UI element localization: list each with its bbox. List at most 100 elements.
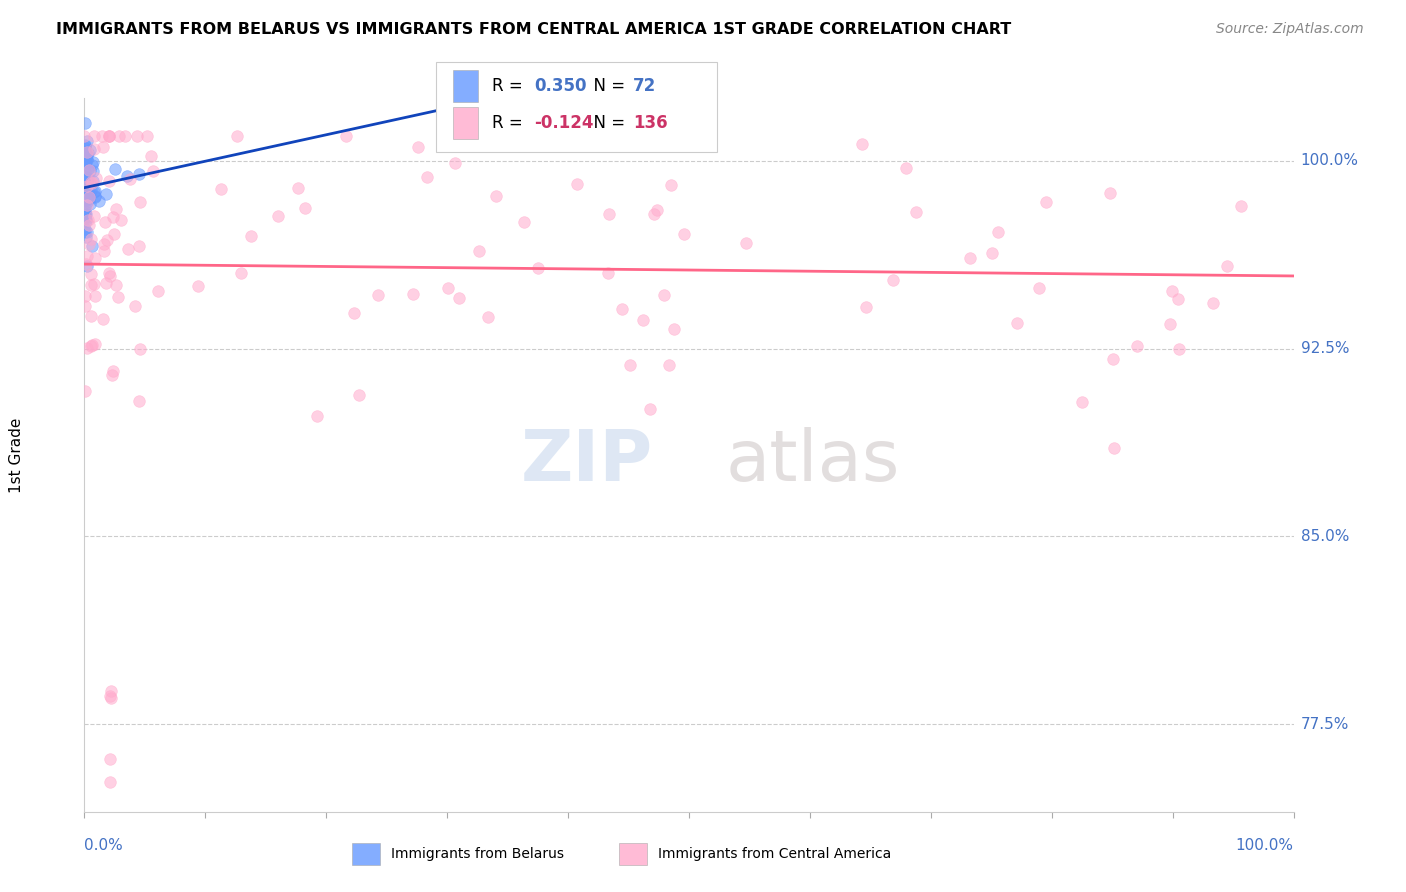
Point [73,222,96,236]
Point [512,215,534,229]
Text: 72: 72 [633,77,657,95]
Point [343,306,366,320]
Point [80,183,103,197]
Point [80,175,103,189]
Point [447,292,470,306]
Point [76,171,98,186]
Point [76,179,98,194]
Point [80,239,103,253]
Point [73,137,96,152]
Point [73,169,96,184]
Point [485,189,508,203]
Point [79,164,101,178]
Text: 100.0%: 100.0% [1301,153,1358,169]
Text: 85.0%: 85.0% [1301,529,1348,544]
Point [79,197,101,211]
Point [101,210,124,224]
Point [596,266,619,280]
Point [77,161,100,176]
Point [96,233,118,247]
Point [128,195,150,210]
Point [110,212,132,227]
Point [76,182,98,196]
Point [436,281,458,295]
Point [612,301,634,316]
Point [129,342,152,356]
Point [77,146,100,161]
Point [98,266,121,280]
Point [101,364,124,378]
Point [266,209,288,223]
Point [73,203,96,218]
Point [83,277,105,291]
Point [83,128,105,143]
Point [1099,186,1122,200]
Point [294,202,316,216]
Point [73,138,96,153]
Text: 77.5%: 77.5% [1301,716,1348,731]
Text: Immigrants from Central America: Immigrants from Central America [658,847,891,861]
Point [75,170,97,185]
Point [75,192,97,206]
Point [75,211,97,225]
Point [567,177,589,191]
Point [114,128,136,143]
Text: atlas: atlas [725,426,900,496]
Point [73,157,96,171]
Point [75,207,97,221]
Point [124,299,146,313]
Point [367,288,389,302]
Point [97,128,120,143]
Point [76,341,98,355]
Point [75,207,97,221]
Text: Immigrants from Belarus: Immigrants from Belarus [391,847,564,861]
Point [987,225,1010,239]
Text: 0.350: 0.350 [534,77,586,95]
Text: IMMIGRANTS FROM BELARUS VS IMMIGRANTS FROM CENTRAL AMERICA 1ST GRADE CORRELATION: IMMIGRANTS FROM BELARUS VS IMMIGRANTS FR… [56,22,1011,37]
Point [981,245,1004,260]
Point [231,267,253,281]
Point [84,289,107,303]
Point [76,145,98,160]
Point [91,140,114,154]
Point [84,337,107,351]
Point [79,176,101,190]
Point [209,182,232,196]
Point [416,170,439,185]
Point [76,225,98,239]
Point [76,148,98,162]
Point [73,186,96,201]
Point [598,207,620,221]
Point [104,202,127,216]
Point [76,249,98,263]
Point [851,137,873,152]
Point [959,251,981,265]
Point [1230,198,1253,212]
Point [672,227,695,241]
Point [307,409,329,423]
Point [108,128,131,143]
Point [75,187,97,202]
Point [98,690,121,704]
Point [91,312,114,326]
Point [83,186,105,200]
Point [135,128,157,143]
Point [100,684,122,698]
Point [82,174,104,188]
Point [734,235,756,250]
Point [80,339,103,353]
Point [1070,395,1092,409]
Point [402,287,425,301]
Point [76,195,98,210]
Point [87,194,110,208]
Point [335,128,357,143]
Point [444,156,467,170]
Point [75,288,97,302]
Point [696,133,718,147]
Text: N =: N = [583,77,631,95]
Point [82,155,104,169]
Point [855,300,877,314]
Text: R =: R = [492,77,529,95]
Point [146,284,169,298]
Point [79,143,101,157]
